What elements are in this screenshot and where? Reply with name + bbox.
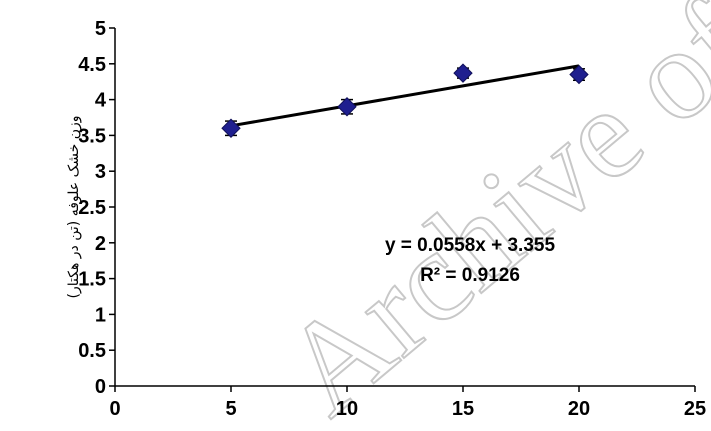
y-axis-label: وزن خشک علوفه (تن در هکتار) bbox=[66, 116, 82, 299]
watermark: Archive of SID bbox=[256, 0, 711, 431]
y-tick-label: 1.5 bbox=[78, 269, 106, 291]
x-tick-label: 10 bbox=[336, 398, 358, 420]
data-point-marker bbox=[337, 97, 357, 117]
y-tick-label: 2.5 bbox=[78, 197, 106, 219]
x-tick-label: 5 bbox=[225, 398, 236, 420]
y-tick-label: 3.5 bbox=[78, 125, 106, 147]
y-tick-label: 3 bbox=[95, 161, 106, 183]
y-tick-label: 4.5 bbox=[78, 54, 106, 76]
y-tick-label: 4 bbox=[95, 90, 107, 112]
x-tick-label: 15 bbox=[452, 398, 474, 420]
x-tick-label: 25 bbox=[684, 398, 706, 420]
y-tick-label: 1 bbox=[95, 304, 106, 326]
x-ticks: 0 5 10 15 20 25 bbox=[109, 386, 706, 420]
trendline bbox=[230, 64, 580, 128]
y-ticks: 0 0.5 1 1.5 2 2.5 3 3.5 4 4.5 5 bbox=[78, 18, 115, 398]
data-points bbox=[221, 63, 589, 138]
trendline-equation: y = 0.0558x + 3.355 bbox=[385, 235, 556, 256]
r-squared-label: R² = 0.9126 bbox=[420, 265, 520, 286]
data-point-marker bbox=[453, 63, 473, 83]
data-point-marker bbox=[569, 64, 589, 85]
x-tick-label: 20 bbox=[568, 398, 590, 420]
y-tick-label: 0 bbox=[95, 376, 106, 398]
y-tick-label: 5 bbox=[95, 18, 106, 40]
y-tick-label: 2 bbox=[95, 233, 106, 255]
y-tick-label: 0.5 bbox=[78, 340, 106, 362]
data-point-marker bbox=[221, 118, 241, 138]
x-tick-label: 0 bbox=[109, 398, 120, 420]
